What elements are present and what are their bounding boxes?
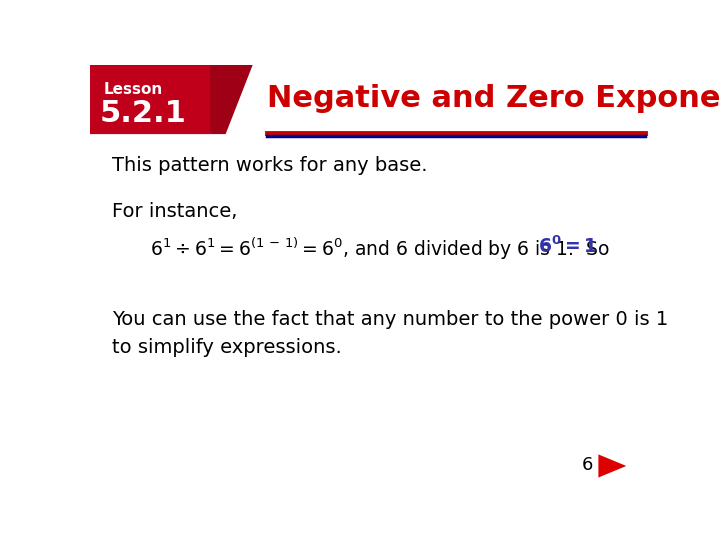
Bar (225, 65, 648, 134)
Text: This pattern works for any base.: This pattern works for any base. (112, 156, 427, 174)
Text: Lesson: Lesson (104, 82, 163, 97)
Polygon shape (90, 65, 225, 134)
Text: 6: 6 (582, 456, 593, 474)
Text: 5.2.1: 5.2.1 (99, 99, 186, 129)
Text: $\mathbf{6^0 = 1}$.: $\mathbf{6^0 = 1}$. (538, 236, 603, 257)
Text: Negative and Zero Exponents: Negative and Zero Exponents (266, 84, 720, 113)
Polygon shape (210, 65, 253, 134)
Polygon shape (598, 455, 626, 477)
Text: For instance,: For instance, (112, 202, 237, 221)
Text: $6^1 \div 6^1 = 6^{(1\,-\,1)} = 6^0$, and 6 divided by 6 is 1.  So: $6^1 \div 6^1 = 6^{(1\,-\,1)} = 6^0$, an… (150, 236, 611, 262)
Text: You can use the fact that any number to the power 0 is 1
to simplify expressions: You can use the fact that any number to … (112, 309, 668, 356)
